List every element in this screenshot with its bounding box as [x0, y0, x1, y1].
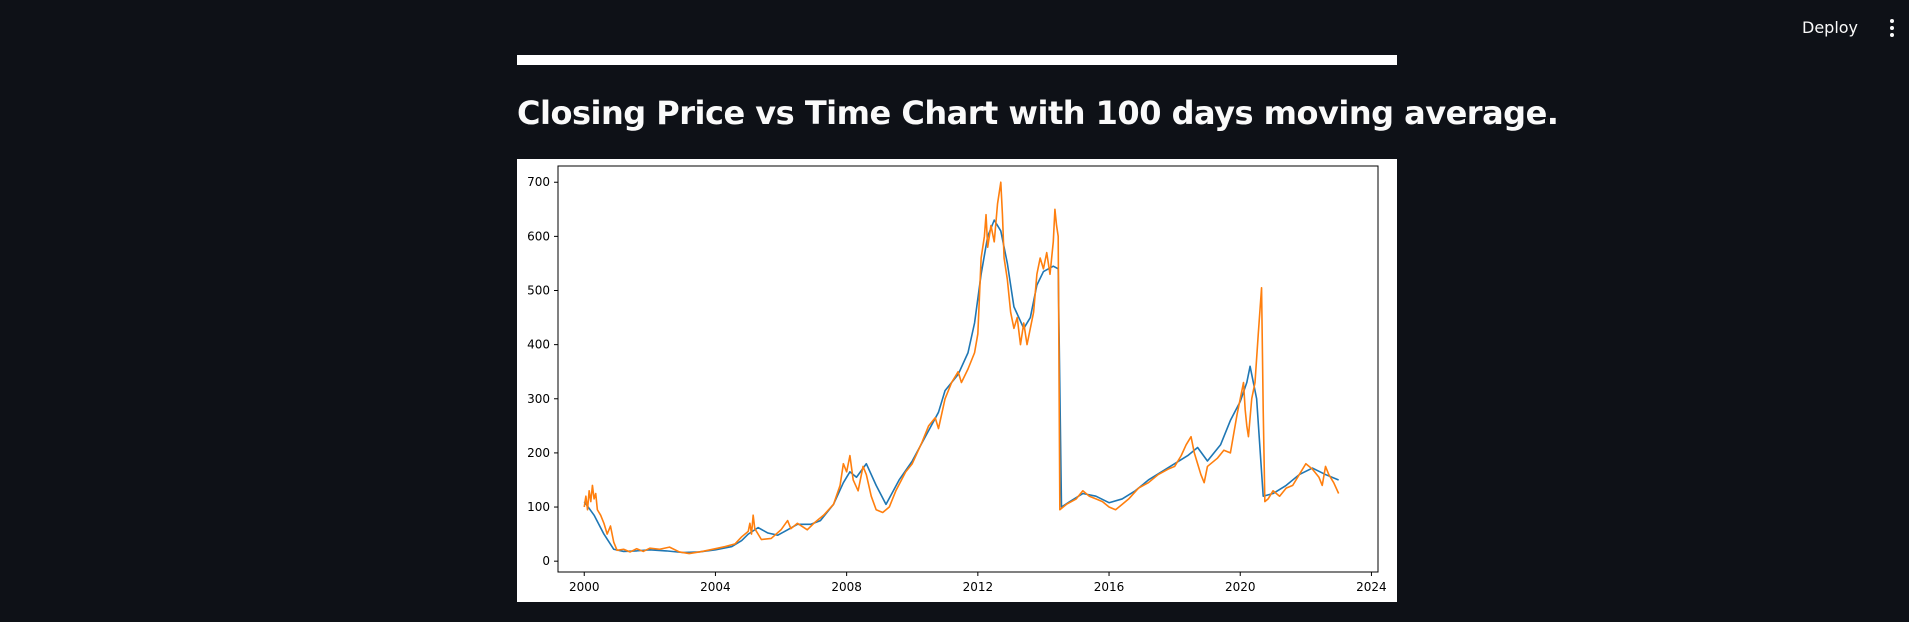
- y-tick-label: 600: [527, 229, 550, 243]
- plot-area-frame: [557, 165, 1379, 573]
- closing-price-chart: 2000 2004 2008 2012 2016 2020 2024 0 100 200 300 4…: [527, 165, 1387, 594]
- y-tick-label: 500: [527, 284, 550, 298]
- x-tick-label: 2012: [963, 580, 994, 594]
- x-tick-label: 2004: [700, 580, 731, 594]
- chart-container: 2000 2004 2008 2012 2016 2020 2024 0 100 200 300 4…: [517, 159, 1397, 602]
- x-tick-label: 2016: [1094, 580, 1125, 594]
- x-tick-label: 2024: [1356, 580, 1387, 594]
- deploy-button[interactable]: Deploy: [1792, 14, 1868, 42]
- y-tick-label: 200: [527, 446, 550, 460]
- y-tick-label: 100: [527, 500, 550, 514]
- page-title: Closing Price vs Time Chart with 100 day…: [517, 94, 1559, 132]
- y-tick-label: 400: [527, 338, 550, 352]
- x-axis: 2000 2004 2008 2012 2016 2020 2024: [569, 572, 1387, 594]
- y-axis: 0 100 200 300 400 500 600 700: [527, 175, 558, 568]
- closing-price-line: [583, 181, 1340, 555]
- x-tick-label: 2020: [1225, 580, 1256, 594]
- y-tick-label: 700: [527, 175, 550, 189]
- x-tick-label: 2008: [831, 580, 862, 594]
- app-header: Deploy: [0, 0, 1909, 56]
- y-tick-label: 0: [542, 554, 550, 568]
- series-layer: [583, 181, 1340, 555]
- x-tick-label: 2000: [569, 580, 600, 594]
- vertical-ellipsis-icon: [1890, 19, 1894, 37]
- y-tick-label: 300: [527, 392, 550, 406]
- main-menu-button[interactable]: [1878, 14, 1906, 42]
- progress-divider: [517, 55, 1397, 65]
- moving-average-line: [583, 219, 1339, 554]
